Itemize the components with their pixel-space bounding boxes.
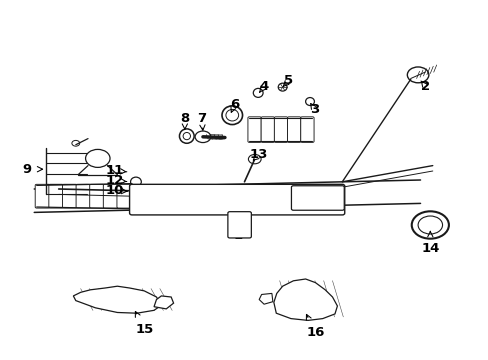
- Circle shape: [231, 219, 247, 231]
- FancyBboxPatch shape: [261, 117, 274, 142]
- Circle shape: [195, 131, 210, 143]
- Text: 1: 1: [232, 220, 242, 242]
- Ellipse shape: [278, 83, 286, 91]
- Circle shape: [321, 193, 335, 203]
- Circle shape: [299, 293, 316, 306]
- Circle shape: [248, 154, 261, 164]
- Text: 9: 9: [22, 163, 42, 176]
- FancyBboxPatch shape: [117, 184, 131, 208]
- Ellipse shape: [130, 177, 141, 186]
- Polygon shape: [154, 296, 173, 309]
- FancyBboxPatch shape: [103, 184, 118, 208]
- FancyBboxPatch shape: [62, 184, 77, 208]
- Text: 12: 12: [105, 174, 126, 187]
- Text: 3: 3: [310, 103, 319, 116]
- FancyBboxPatch shape: [300, 117, 313, 142]
- Circle shape: [298, 193, 312, 203]
- FancyBboxPatch shape: [291, 186, 344, 210]
- Ellipse shape: [222, 106, 242, 125]
- Ellipse shape: [225, 109, 238, 121]
- Text: 13: 13: [249, 148, 268, 161]
- Text: 2: 2: [420, 80, 429, 93]
- Text: 10: 10: [105, 184, 127, 197]
- Ellipse shape: [179, 129, 194, 143]
- Text: 7: 7: [197, 112, 206, 130]
- Text: 15: 15: [135, 311, 153, 336]
- Ellipse shape: [183, 132, 190, 140]
- Ellipse shape: [253, 88, 263, 97]
- Polygon shape: [273, 279, 337, 320]
- FancyBboxPatch shape: [35, 184, 50, 208]
- Text: 5: 5: [283, 75, 292, 87]
- FancyBboxPatch shape: [287, 117, 300, 142]
- Circle shape: [72, 140, 80, 146]
- Text: 8: 8: [180, 112, 189, 129]
- Polygon shape: [73, 286, 161, 313]
- Text: 4: 4: [259, 80, 268, 93]
- Circle shape: [85, 149, 110, 167]
- Ellipse shape: [305, 98, 314, 105]
- FancyBboxPatch shape: [89, 184, 104, 208]
- FancyBboxPatch shape: [49, 184, 63, 208]
- Text: 6: 6: [230, 98, 239, 112]
- FancyBboxPatch shape: [227, 212, 251, 238]
- Polygon shape: [259, 293, 272, 304]
- FancyBboxPatch shape: [129, 184, 344, 215]
- FancyBboxPatch shape: [76, 184, 90, 208]
- FancyBboxPatch shape: [274, 117, 287, 142]
- FancyBboxPatch shape: [247, 117, 261, 142]
- Circle shape: [411, 211, 448, 239]
- Text: 11: 11: [105, 165, 126, 177]
- Circle shape: [417, 216, 442, 234]
- Text: 16: 16: [305, 314, 324, 339]
- Text: 14: 14: [420, 231, 439, 255]
- Circle shape: [112, 295, 127, 306]
- Circle shape: [407, 67, 428, 83]
